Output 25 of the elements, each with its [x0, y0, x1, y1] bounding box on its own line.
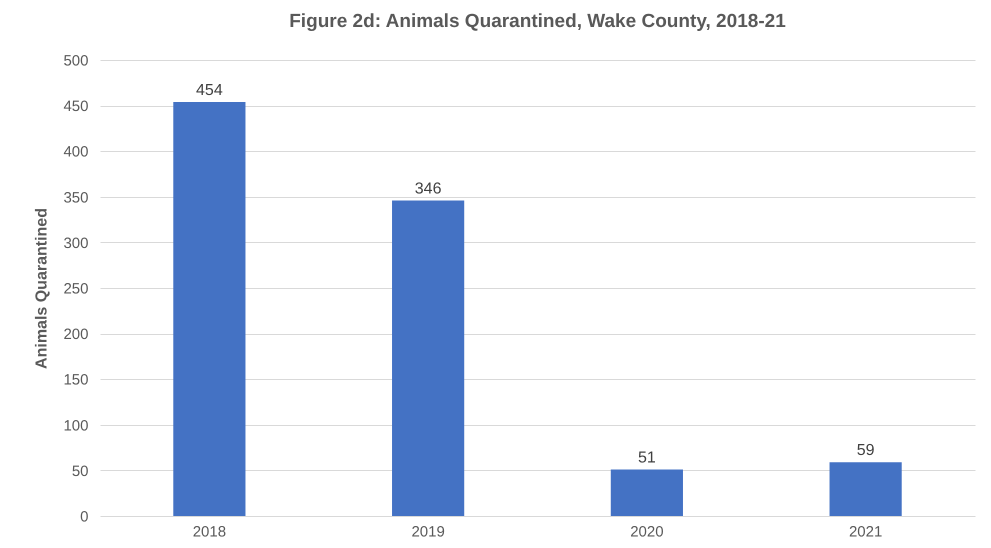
y-tick-label: 350: [63, 189, 88, 206]
bar: [830, 462, 902, 516]
data-label: 454: [196, 82, 223, 99]
bar: [392, 200, 464, 516]
data-label: 51: [638, 449, 656, 466]
y-axis-title: Animals Quarantined: [33, 208, 50, 369]
chart-title: Figure 2d: Animals Quarantined, Wake County, 2018-21: [289, 11, 786, 32]
y-tick-label: 150: [63, 372, 88, 389]
bar: [610, 469, 683, 516]
x-tick-label: 2021: [848, 524, 882, 540]
y-tick-label: 100: [63, 417, 88, 434]
y-tick-label: 250: [63, 280, 88, 298]
y-tick-label: 500: [63, 52, 88, 70]
y-tick-label: 300: [63, 234, 88, 252]
x-tick-label: 2019: [411, 524, 445, 540]
x-tick-label: 2018: [192, 524, 226, 540]
y-tick-label: 200: [63, 326, 88, 344]
data-label: 346: [414, 180, 442, 198]
y-tick-label: 0: [80, 508, 88, 526]
x-tick-label: 2020: [630, 524, 664, 540]
data-label: 59: [856, 442, 875, 460]
y-tick-label: 50: [72, 462, 88, 480]
y-tick-label: 400: [63, 144, 88, 161]
y-tick-label: 450: [63, 98, 88, 116]
bar: [173, 102, 246, 516]
